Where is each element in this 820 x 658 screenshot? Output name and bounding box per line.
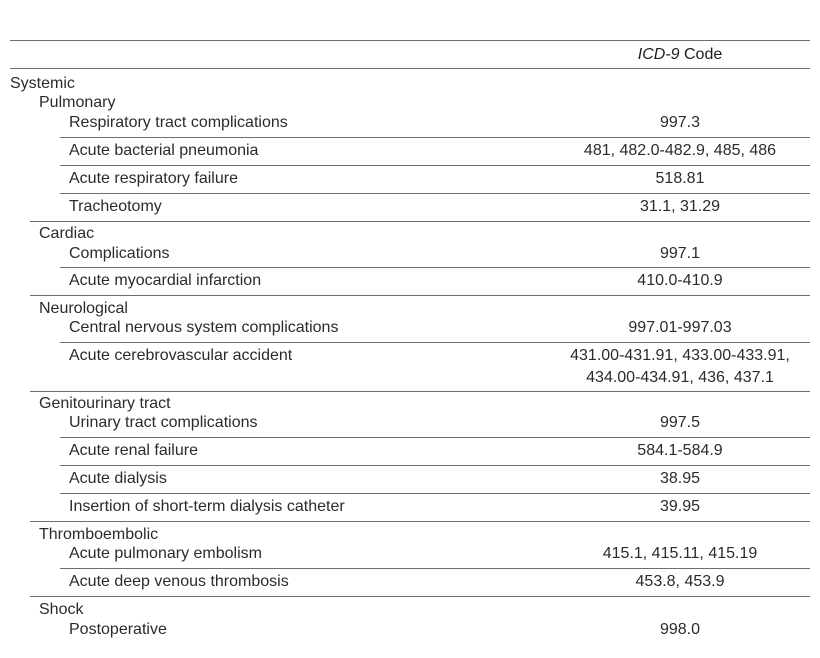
row-code: 39.95 xyxy=(659,498,701,515)
category-divider xyxy=(30,521,810,522)
category-label-genitourinary: Genitourinary tract xyxy=(39,395,171,412)
row-name: Tracheotomy xyxy=(69,198,162,215)
row-code: 431.00-431.91, 433.00-433.91, xyxy=(570,347,790,364)
row-name: Acute myocardial infarction xyxy=(69,272,262,289)
row-divider xyxy=(60,267,810,268)
header-rule xyxy=(10,68,810,69)
row-code: 997.1 xyxy=(659,245,701,262)
row-divider xyxy=(60,465,810,466)
row-code: 453.8, 453.9 xyxy=(635,573,725,590)
category-label-shock: Shock xyxy=(39,601,84,618)
row-name: Acute respiratory failure xyxy=(69,170,238,187)
header-icd9-italic: ICD-9 xyxy=(637,46,680,63)
row-code: 518.81 xyxy=(655,170,705,187)
category-divider xyxy=(30,596,810,597)
row-code: 38.95 xyxy=(659,470,701,487)
category-divider xyxy=(30,295,810,296)
header-code-word: Code xyxy=(679,46,723,63)
category-label-cardiac: Cardiac xyxy=(39,225,95,242)
row-name: Complications xyxy=(69,245,170,262)
row-name: Acute deep venous thrombosis xyxy=(69,573,289,590)
category-label-pulmonary: Pulmonary xyxy=(39,94,116,111)
row-divider xyxy=(60,437,810,438)
row-code: 481, 482.0-482.9, 485, 486 xyxy=(583,142,777,159)
row-name: Urinary tract complications xyxy=(69,414,258,431)
row-name: Insertion of short-term dialysis cathete… xyxy=(69,498,345,515)
row-code-continued: 434.00-434.91, 436, 437.1 xyxy=(586,369,774,386)
category-divider xyxy=(30,391,810,392)
row-code: 31.1, 31.29 xyxy=(639,198,721,215)
row-name: Acute cerebrovascular accident xyxy=(69,347,293,364)
row-divider xyxy=(60,493,810,494)
row-code: 998.0 xyxy=(659,621,701,638)
category-label-thromboembolic: Thromboembolic xyxy=(39,526,159,543)
row-code: 997.3 xyxy=(659,114,701,131)
row-name: Acute dialysis xyxy=(69,470,167,487)
row-name: Acute bacterial pneumonia xyxy=(69,142,259,159)
row-name: Central nervous system complications xyxy=(69,319,339,336)
icd9-code-header: ICD-9 Code xyxy=(638,45,722,65)
row-divider xyxy=(60,193,810,194)
category-label-neurological: Neurological xyxy=(39,300,128,317)
row-divider xyxy=(60,568,810,569)
row-code: 415.1, 415.11, 415.19 xyxy=(602,545,758,562)
row-divider xyxy=(60,165,810,166)
row-code: 997.01-997.03 xyxy=(628,319,732,336)
row-name: Postoperative xyxy=(69,621,167,638)
row-code: 997.5 xyxy=(659,414,701,431)
row-name: Acute pulmonary embolism xyxy=(69,545,262,562)
row-name: Respiratory tract complications xyxy=(69,114,288,131)
row-divider xyxy=(60,137,810,138)
row-divider xyxy=(60,342,810,343)
row-code: 410.0-410.9 xyxy=(637,272,723,289)
table-top-rule xyxy=(10,40,810,41)
category-divider xyxy=(30,221,810,222)
row-code: 584.1-584.9 xyxy=(637,442,723,459)
section-label-systemic: Systemic xyxy=(10,75,75,92)
row-name: Acute renal failure xyxy=(69,442,198,459)
